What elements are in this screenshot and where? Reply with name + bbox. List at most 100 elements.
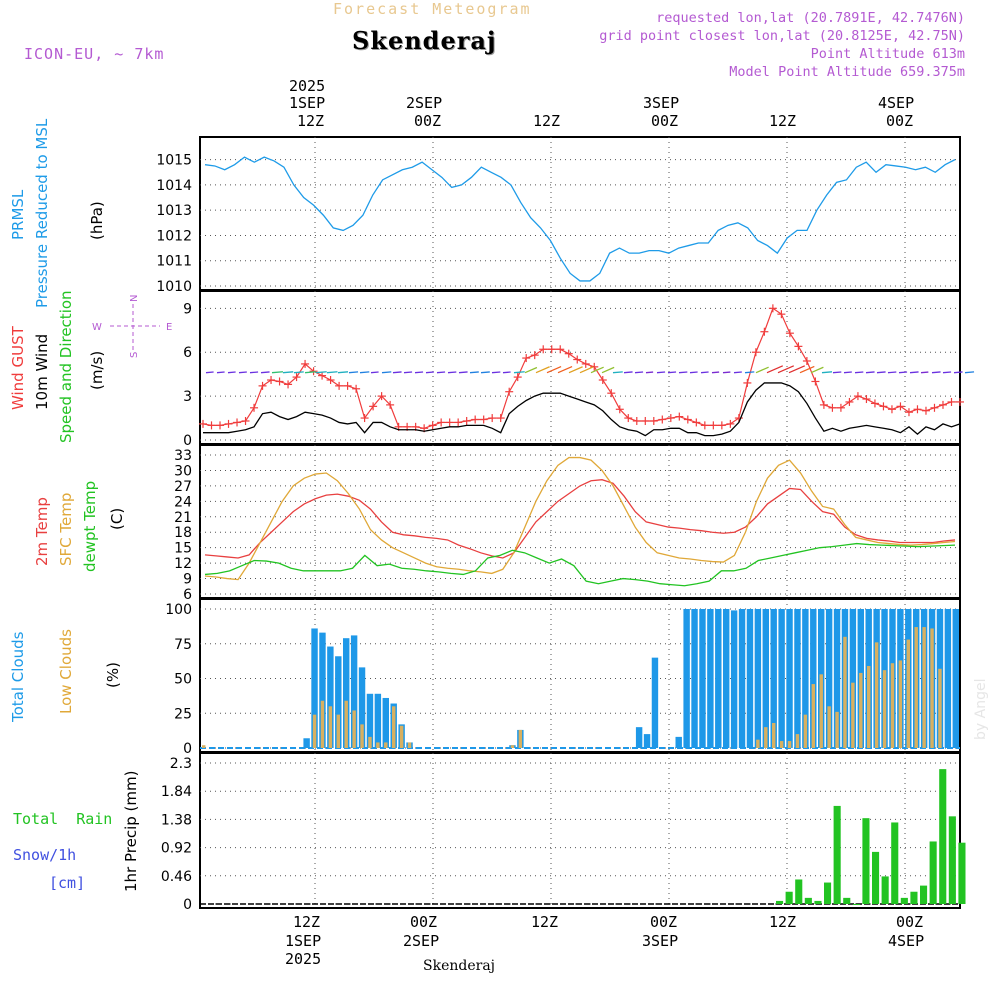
wind-arrow-52 xyxy=(777,365,795,374)
total-cloud-bar-57 xyxy=(651,657,659,748)
compass-w-label: W xyxy=(92,322,102,333)
low-cloud-bar-19 xyxy=(352,710,356,748)
wind-arrow-61 xyxy=(876,371,886,374)
wind-arrow-27 xyxy=(502,371,511,374)
wind-arrow-7 xyxy=(282,371,294,374)
wind-arrow-37 xyxy=(612,371,623,374)
wind-arrow-21 xyxy=(436,371,446,374)
total-cloud-bar-72 xyxy=(770,609,777,748)
wind-arrow-45 xyxy=(700,371,709,374)
low-cloud-bar-73 xyxy=(779,741,784,748)
wind-arrow-58 xyxy=(843,371,852,374)
total-cloud-bar-74 xyxy=(786,609,793,748)
wind-arrow-15 xyxy=(370,371,379,374)
wind-arrow-6 xyxy=(271,371,284,374)
panel-frame-4 xyxy=(199,752,961,909)
low-cloud-bar-72 xyxy=(772,722,776,748)
top-label-3-line2: 3SEP xyxy=(643,94,680,112)
total-cloud-bar-19 xyxy=(350,635,358,748)
total-cloud-bar-66 xyxy=(723,609,730,748)
wind-arrow-24 xyxy=(469,371,479,374)
panel-0-ytick-3: 1013 xyxy=(156,203,192,219)
total-cloud-bar-13 xyxy=(303,738,310,748)
compass-n-label: N xyxy=(129,295,140,302)
low-cloud-bar-26 xyxy=(407,742,412,748)
wind-arrow-35 xyxy=(590,366,604,374)
wind-arrow-1 xyxy=(216,371,225,374)
bottom-label-3-line2: 3SEP xyxy=(642,932,679,950)
total-cloud-bar-63 xyxy=(699,609,706,748)
panel-4-ytick-4: 1.84 xyxy=(161,784,192,800)
top-label-5-line2: 4SEP xyxy=(878,94,915,112)
wind-arrow-2 xyxy=(227,371,236,374)
temp-2m-line xyxy=(204,479,956,559)
low-cloud-bar-21 xyxy=(368,736,372,748)
snow-unit-label: [cm] xyxy=(49,874,86,892)
model-altitude: Model Point Altitude 659.375m xyxy=(729,64,965,80)
wind-arrow-32 xyxy=(557,365,573,374)
wind-arrow-3 xyxy=(238,371,247,374)
low-cloud-bar-20 xyxy=(360,724,364,748)
wind-arrow-19 xyxy=(414,371,424,374)
watermark: by Angel xyxy=(973,679,989,740)
wind-arrow-10 xyxy=(315,371,327,374)
panel-3-ytick-1: 25 xyxy=(174,706,192,722)
top-label-2-line3: 12Z xyxy=(533,112,561,130)
total-cloud-bar-79 xyxy=(825,609,833,748)
product-title: Forecast Meteogram xyxy=(333,0,532,18)
wind-arrow-48 xyxy=(733,371,742,374)
top-label-1-line3: 00Z xyxy=(414,112,442,130)
wind-arrow-62 xyxy=(887,371,897,374)
panel-2-ytick-0: 6 xyxy=(183,587,192,603)
wind-arrow-4 xyxy=(249,371,259,374)
top-label-1-line2: 2SEP xyxy=(406,94,443,112)
low-cloud-bar-80 xyxy=(835,711,839,748)
wind-arrow-14 xyxy=(359,371,370,374)
low-cloud-bar-77 xyxy=(811,684,815,748)
wind-arrow-36 xyxy=(601,366,615,374)
rain-bar-5 xyxy=(824,882,832,904)
low-cloud-bar-23 xyxy=(384,742,388,748)
temp-dew-line xyxy=(204,542,956,587)
total-cloud-bar-22 xyxy=(374,693,382,748)
low-cloud-bar-22 xyxy=(376,742,380,748)
total-cloud-bar-62 xyxy=(691,609,698,748)
panel-3-ytick-0: 0 xyxy=(183,741,192,757)
wind-arrow-8 xyxy=(293,371,304,374)
rain-label: Total Rain xyxy=(13,810,113,828)
total-cloud-bar-15 xyxy=(319,632,326,748)
top-label-4-line3: 12Z xyxy=(769,112,797,130)
top-label-5-line3: 00Z xyxy=(886,112,914,130)
wind-arrow-51 xyxy=(766,365,784,374)
low-cloud-bar-40 xyxy=(518,729,523,748)
low-cloud-bar-89 xyxy=(906,639,910,748)
wind-arrow-69 xyxy=(964,371,975,374)
low-cloud-bar-18 xyxy=(344,700,348,748)
wind-arrow-28 xyxy=(513,371,525,374)
rain-bar-0 xyxy=(776,900,784,904)
top-label-0-line2: 1SEP xyxy=(289,94,326,112)
wind-arrow-59 xyxy=(854,371,864,374)
low-cloud-bar-0 xyxy=(202,745,206,748)
panel-4-ytick-2: 0.92 xyxy=(161,841,192,857)
panel-0-ytick-2: 1012 xyxy=(156,228,192,244)
low-cloud-bar-25 xyxy=(399,725,404,748)
rain-bar-3 xyxy=(804,897,812,904)
total-cloud-bar-69 xyxy=(746,609,754,748)
wind-arrow-63 xyxy=(898,371,908,374)
wind-arrow-9 xyxy=(304,371,317,374)
wind-arrow-50 xyxy=(755,366,769,374)
wind-arrow-49 xyxy=(744,371,755,374)
low-cloud-bar-85 xyxy=(874,642,879,748)
total-cloud-bar-64 xyxy=(707,609,714,748)
bottom-label-5-line2: 4SEP xyxy=(888,932,925,950)
panel-1-ytick-2: 6 xyxy=(183,345,192,361)
point-altitude: Point Altitude 613m xyxy=(810,46,965,62)
bottom-label-2-line1: 12Z xyxy=(531,913,559,931)
low-cloud-bar-83 xyxy=(859,672,863,748)
wind-arrow-47 xyxy=(722,371,731,374)
low-cloud-bar-17 xyxy=(336,714,340,748)
wind-arrow-12 xyxy=(337,371,349,374)
total-cloud-bar-65 xyxy=(715,609,722,748)
